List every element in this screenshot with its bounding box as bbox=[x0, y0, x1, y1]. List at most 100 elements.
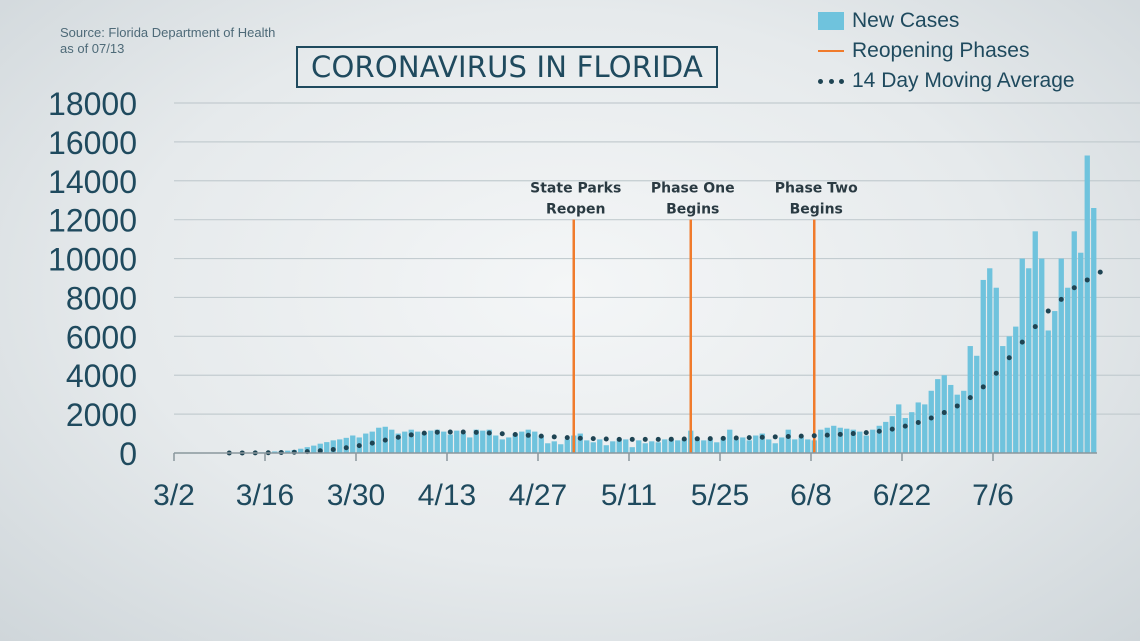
bar bbox=[1091, 208, 1097, 453]
bar bbox=[447, 434, 453, 453]
moving-average-point bbox=[356, 443, 362, 449]
moving-average-point bbox=[1058, 296, 1064, 302]
y-tick-label: 8000 bbox=[66, 280, 137, 316]
y-axis-ticks: 0200040006000800010000120001400016000180… bbox=[48, 86, 137, 472]
bar bbox=[1006, 336, 1012, 453]
bar bbox=[610, 441, 616, 453]
moving-average-point bbox=[928, 415, 934, 421]
moving-average-point bbox=[993, 370, 999, 376]
bar bbox=[753, 435, 759, 453]
bar bbox=[759, 433, 765, 453]
bar bbox=[805, 439, 811, 453]
y-tick-label: 2000 bbox=[66, 397, 137, 433]
moving-average-point bbox=[837, 431, 843, 437]
bar bbox=[636, 440, 642, 453]
moving-average-point bbox=[603, 436, 609, 442]
bar bbox=[818, 429, 824, 453]
bar bbox=[629, 447, 635, 453]
phase-label: Phase Two bbox=[775, 181, 858, 197]
moving-average-point bbox=[915, 419, 921, 425]
bar bbox=[694, 437, 700, 453]
moving-average-point bbox=[733, 435, 739, 441]
moving-average-point bbox=[941, 410, 947, 416]
bar bbox=[551, 441, 557, 453]
bar bbox=[499, 439, 505, 453]
bar bbox=[714, 442, 720, 453]
bar bbox=[324, 442, 330, 453]
moving-average-point bbox=[629, 436, 635, 442]
moving-average-point bbox=[1019, 339, 1025, 345]
source-line: Source: Florida Department of Health bbox=[60, 25, 276, 40]
bar bbox=[285, 450, 291, 453]
bar bbox=[616, 438, 622, 453]
bar bbox=[350, 435, 356, 453]
x-tick-label: 3/16 bbox=[236, 479, 294, 512]
moving-average-point bbox=[525, 432, 531, 438]
phase-label: Reopen bbox=[546, 202, 605, 218]
moving-average-series bbox=[226, 269, 1103, 456]
moving-average-point bbox=[889, 426, 895, 432]
bar bbox=[1065, 287, 1071, 453]
bar bbox=[707, 439, 713, 453]
moving-average-point bbox=[954, 403, 960, 409]
bar bbox=[525, 429, 531, 453]
moving-average-point bbox=[564, 435, 570, 441]
legend-label-moving-average: 14 Day Moving Average bbox=[852, 69, 1075, 92]
x-tick-label: 5/11 bbox=[601, 479, 657, 512]
bar bbox=[467, 437, 473, 453]
bar bbox=[545, 443, 551, 453]
bar bbox=[824, 427, 830, 453]
phase-label: Phase One bbox=[651, 181, 735, 197]
moving-average-point bbox=[681, 436, 687, 442]
y-tick-label: 10000 bbox=[48, 242, 137, 278]
moving-average-point bbox=[785, 433, 791, 439]
bar bbox=[1039, 258, 1045, 453]
bar bbox=[727, 429, 733, 453]
moving-average-point bbox=[382, 437, 388, 443]
bar bbox=[961, 390, 967, 453]
moving-average-point bbox=[759, 434, 765, 440]
y-tick-label: 6000 bbox=[66, 319, 137, 355]
bar bbox=[662, 439, 668, 453]
bar bbox=[512, 433, 518, 453]
bar bbox=[681, 439, 687, 453]
bar bbox=[330, 440, 336, 453]
moving-average-point bbox=[551, 434, 557, 440]
bar bbox=[402, 431, 408, 453]
moving-average-point bbox=[330, 447, 336, 452]
bar bbox=[642, 443, 648, 453]
legend-swatch-bar bbox=[818, 12, 844, 30]
bar bbox=[701, 440, 707, 453]
legend-swatch-dots bbox=[818, 77, 844, 85]
bar bbox=[844, 428, 850, 453]
moving-average-point bbox=[369, 440, 375, 446]
bar bbox=[798, 437, 804, 453]
bar bbox=[480, 430, 486, 453]
moving-average-point bbox=[434, 429, 440, 435]
phase-label: Begins bbox=[790, 202, 843, 218]
moving-average-point bbox=[590, 436, 596, 442]
moving-average-point bbox=[811, 433, 817, 439]
bar bbox=[298, 448, 304, 453]
bar bbox=[1058, 258, 1064, 453]
y-tick-label: 0 bbox=[119, 436, 137, 472]
moving-average-point bbox=[772, 434, 778, 440]
bar bbox=[993, 287, 999, 453]
bar bbox=[428, 430, 434, 453]
bar bbox=[408, 429, 414, 453]
bar bbox=[434, 429, 440, 453]
bar bbox=[415, 431, 421, 453]
bar bbox=[720, 437, 726, 453]
moving-average-point bbox=[395, 434, 401, 440]
bar bbox=[1084, 155, 1090, 453]
moving-average-point bbox=[668, 436, 674, 442]
bar bbox=[883, 421, 889, 453]
bar bbox=[1026, 268, 1032, 453]
moving-average-point bbox=[824, 432, 830, 438]
bar-series-new-cases bbox=[207, 155, 1097, 453]
bar bbox=[740, 437, 746, 453]
legend-swatch-line bbox=[818, 50, 844, 52]
bar bbox=[863, 435, 869, 453]
moving-average-point bbox=[317, 448, 323, 454]
